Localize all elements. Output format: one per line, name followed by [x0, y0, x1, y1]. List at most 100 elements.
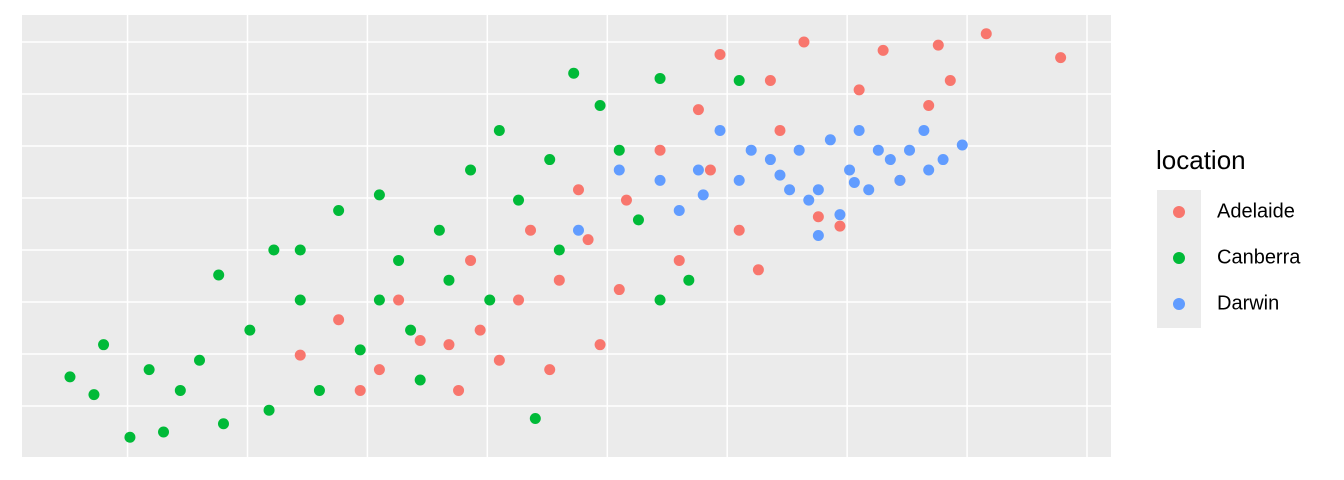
legend-label: Darwin [1217, 292, 1279, 314]
point [373, 294, 385, 306]
point [568, 67, 580, 79]
point [733, 174, 745, 186]
point [594, 339, 606, 351]
point [877, 44, 889, 56]
point [263, 404, 275, 416]
legend-key [1173, 206, 1185, 218]
point [354, 344, 366, 356]
point [513, 194, 525, 206]
point [872, 144, 884, 156]
point [613, 284, 625, 296]
point [213, 269, 225, 281]
point [784, 184, 796, 196]
point [632, 214, 644, 226]
point [834, 220, 846, 232]
point [853, 84, 865, 96]
point [733, 75, 745, 87]
point [683, 274, 695, 286]
point [474, 324, 486, 336]
point [594, 99, 606, 111]
legend-key [1173, 252, 1185, 264]
point [529, 413, 541, 425]
point [194, 354, 206, 366]
point [692, 104, 704, 116]
point [697, 189, 709, 201]
point [654, 144, 666, 156]
point [465, 254, 477, 266]
point [824, 134, 836, 146]
point [714, 124, 726, 136]
point [980, 28, 992, 40]
point [393, 254, 405, 266]
point [553, 244, 565, 256]
point [465, 164, 477, 176]
point [863, 184, 875, 196]
point [174, 384, 186, 396]
point [803, 194, 815, 206]
point [764, 154, 776, 166]
point [513, 294, 525, 306]
grid [22, 15, 1111, 457]
point [932, 39, 944, 51]
point [405, 324, 417, 336]
point [904, 144, 916, 156]
point [217, 418, 229, 430]
point [654, 174, 666, 186]
point [294, 294, 306, 306]
legend: Adelaide Canberra Darwin [1157, 190, 1301, 328]
point [654, 72, 666, 84]
point [844, 164, 856, 176]
legend-title: location [1156, 145, 1246, 175]
point [956, 139, 968, 151]
point [812, 184, 824, 196]
point [752, 264, 764, 276]
point [244, 324, 256, 336]
point [333, 205, 345, 217]
point [433, 224, 445, 236]
point [673, 205, 685, 217]
point [894, 174, 906, 186]
point [1055, 52, 1067, 64]
point [714, 49, 726, 61]
point [64, 371, 76, 383]
legend-label: Adelaide [1217, 200, 1295, 222]
point [798, 36, 810, 48]
point [294, 349, 306, 361]
point [774, 124, 786, 136]
point [88, 389, 100, 401]
point [692, 164, 704, 176]
point [294, 244, 306, 256]
point [414, 374, 426, 386]
point [493, 354, 505, 366]
point [848, 176, 860, 188]
point [793, 144, 805, 156]
point [443, 274, 455, 286]
point [124, 431, 136, 443]
point [834, 209, 846, 221]
point [484, 294, 496, 306]
point [613, 144, 625, 156]
point [673, 254, 685, 266]
point [544, 364, 556, 376]
legend-key [1173, 298, 1185, 310]
panel [22, 15, 1111, 457]
point [923, 164, 935, 176]
point [572, 184, 584, 196]
point [937, 154, 949, 166]
point [544, 154, 556, 166]
point [918, 124, 930, 136]
point [620, 194, 632, 206]
point [582, 234, 594, 246]
point [572, 224, 584, 236]
points [64, 28, 1067, 443]
legend-label: Canberra [1217, 246, 1301, 268]
point [313, 384, 325, 396]
point [373, 364, 385, 376]
point [525, 224, 537, 236]
point [354, 384, 366, 396]
point [745, 144, 757, 156]
point [493, 124, 505, 136]
point [393, 294, 405, 306]
point [158, 426, 170, 438]
